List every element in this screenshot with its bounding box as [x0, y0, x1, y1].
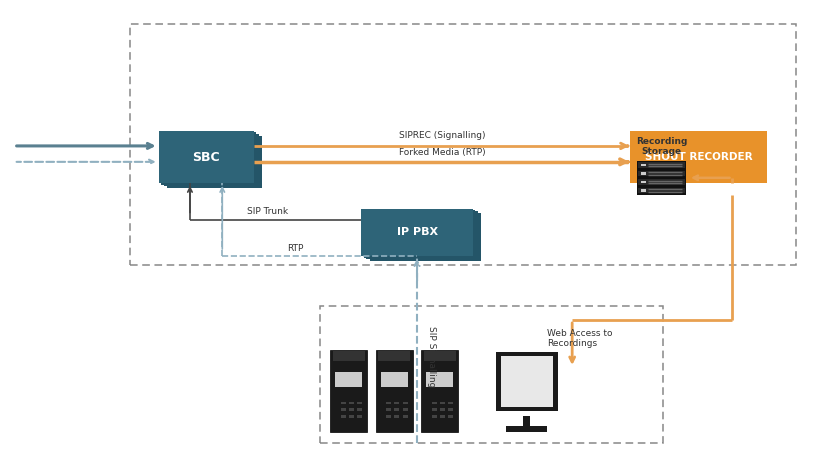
Bar — [394, 415, 399, 418]
Bar — [641, 181, 646, 183]
Text: RTP: RTP — [286, 244, 303, 253]
Bar — [159, 131, 254, 184]
Bar — [330, 349, 368, 431]
Bar — [340, 409, 345, 411]
Bar — [161, 132, 256, 185]
Bar — [638, 188, 685, 193]
Bar — [403, 402, 408, 404]
Bar — [386, 402, 391, 404]
Text: Forked Media (RTP): Forked Media (RTP) — [398, 148, 486, 157]
Bar — [630, 131, 767, 184]
Bar — [349, 409, 354, 411]
Bar — [641, 172, 646, 175]
Bar — [361, 208, 473, 256]
Bar — [638, 179, 685, 185]
Text: SIP Trunk: SIP Trunk — [247, 207, 288, 216]
Bar — [333, 351, 365, 361]
Bar — [403, 409, 408, 411]
Bar — [340, 402, 345, 404]
Bar — [423, 351, 456, 361]
Bar — [364, 210, 476, 258]
Text: SIPREC (Signalling): SIPREC (Signalling) — [398, 131, 485, 140]
Bar — [366, 211, 478, 259]
Bar — [421, 349, 458, 431]
Text: SBC: SBC — [193, 151, 220, 164]
Bar — [386, 415, 391, 418]
Bar — [524, 416, 530, 427]
Text: SHOUT RECORDER: SHOUT RECORDER — [645, 153, 752, 162]
Bar — [394, 402, 399, 404]
Bar — [440, 409, 445, 411]
Bar — [432, 402, 437, 404]
Bar — [440, 402, 445, 404]
Bar — [448, 409, 453, 411]
Bar — [164, 134, 259, 186]
Bar — [349, 415, 354, 418]
Bar — [638, 171, 685, 176]
Bar — [335, 372, 363, 387]
Bar — [496, 352, 558, 411]
Bar — [426, 372, 453, 387]
Bar — [129, 24, 795, 266]
Bar — [638, 162, 685, 168]
Bar — [357, 415, 362, 418]
Text: IP PBX: IP PBX — [397, 228, 437, 237]
Bar — [369, 213, 481, 261]
Bar — [500, 356, 553, 407]
Bar — [394, 409, 399, 411]
Bar — [320, 306, 663, 443]
Bar — [378, 351, 411, 361]
Bar — [376, 349, 413, 431]
Text: SIP Signalling: SIP Signalling — [427, 326, 436, 387]
Bar — [349, 402, 354, 404]
Bar — [340, 415, 345, 418]
Bar — [357, 409, 362, 411]
Bar — [641, 164, 646, 166]
Bar — [403, 415, 408, 418]
Bar — [641, 189, 646, 192]
Text: Web Access to
Recordings: Web Access to Recordings — [547, 328, 613, 348]
Text: Recording
Storage: Recording Storage — [636, 137, 687, 156]
Bar — [432, 409, 437, 411]
Bar — [440, 415, 445, 418]
Bar — [448, 415, 453, 418]
Bar — [381, 372, 408, 387]
Bar — [448, 402, 453, 404]
Bar — [357, 402, 362, 404]
Bar — [506, 426, 547, 431]
Bar — [637, 161, 686, 195]
Bar — [432, 415, 437, 418]
Bar — [386, 409, 391, 411]
Bar — [167, 136, 262, 188]
